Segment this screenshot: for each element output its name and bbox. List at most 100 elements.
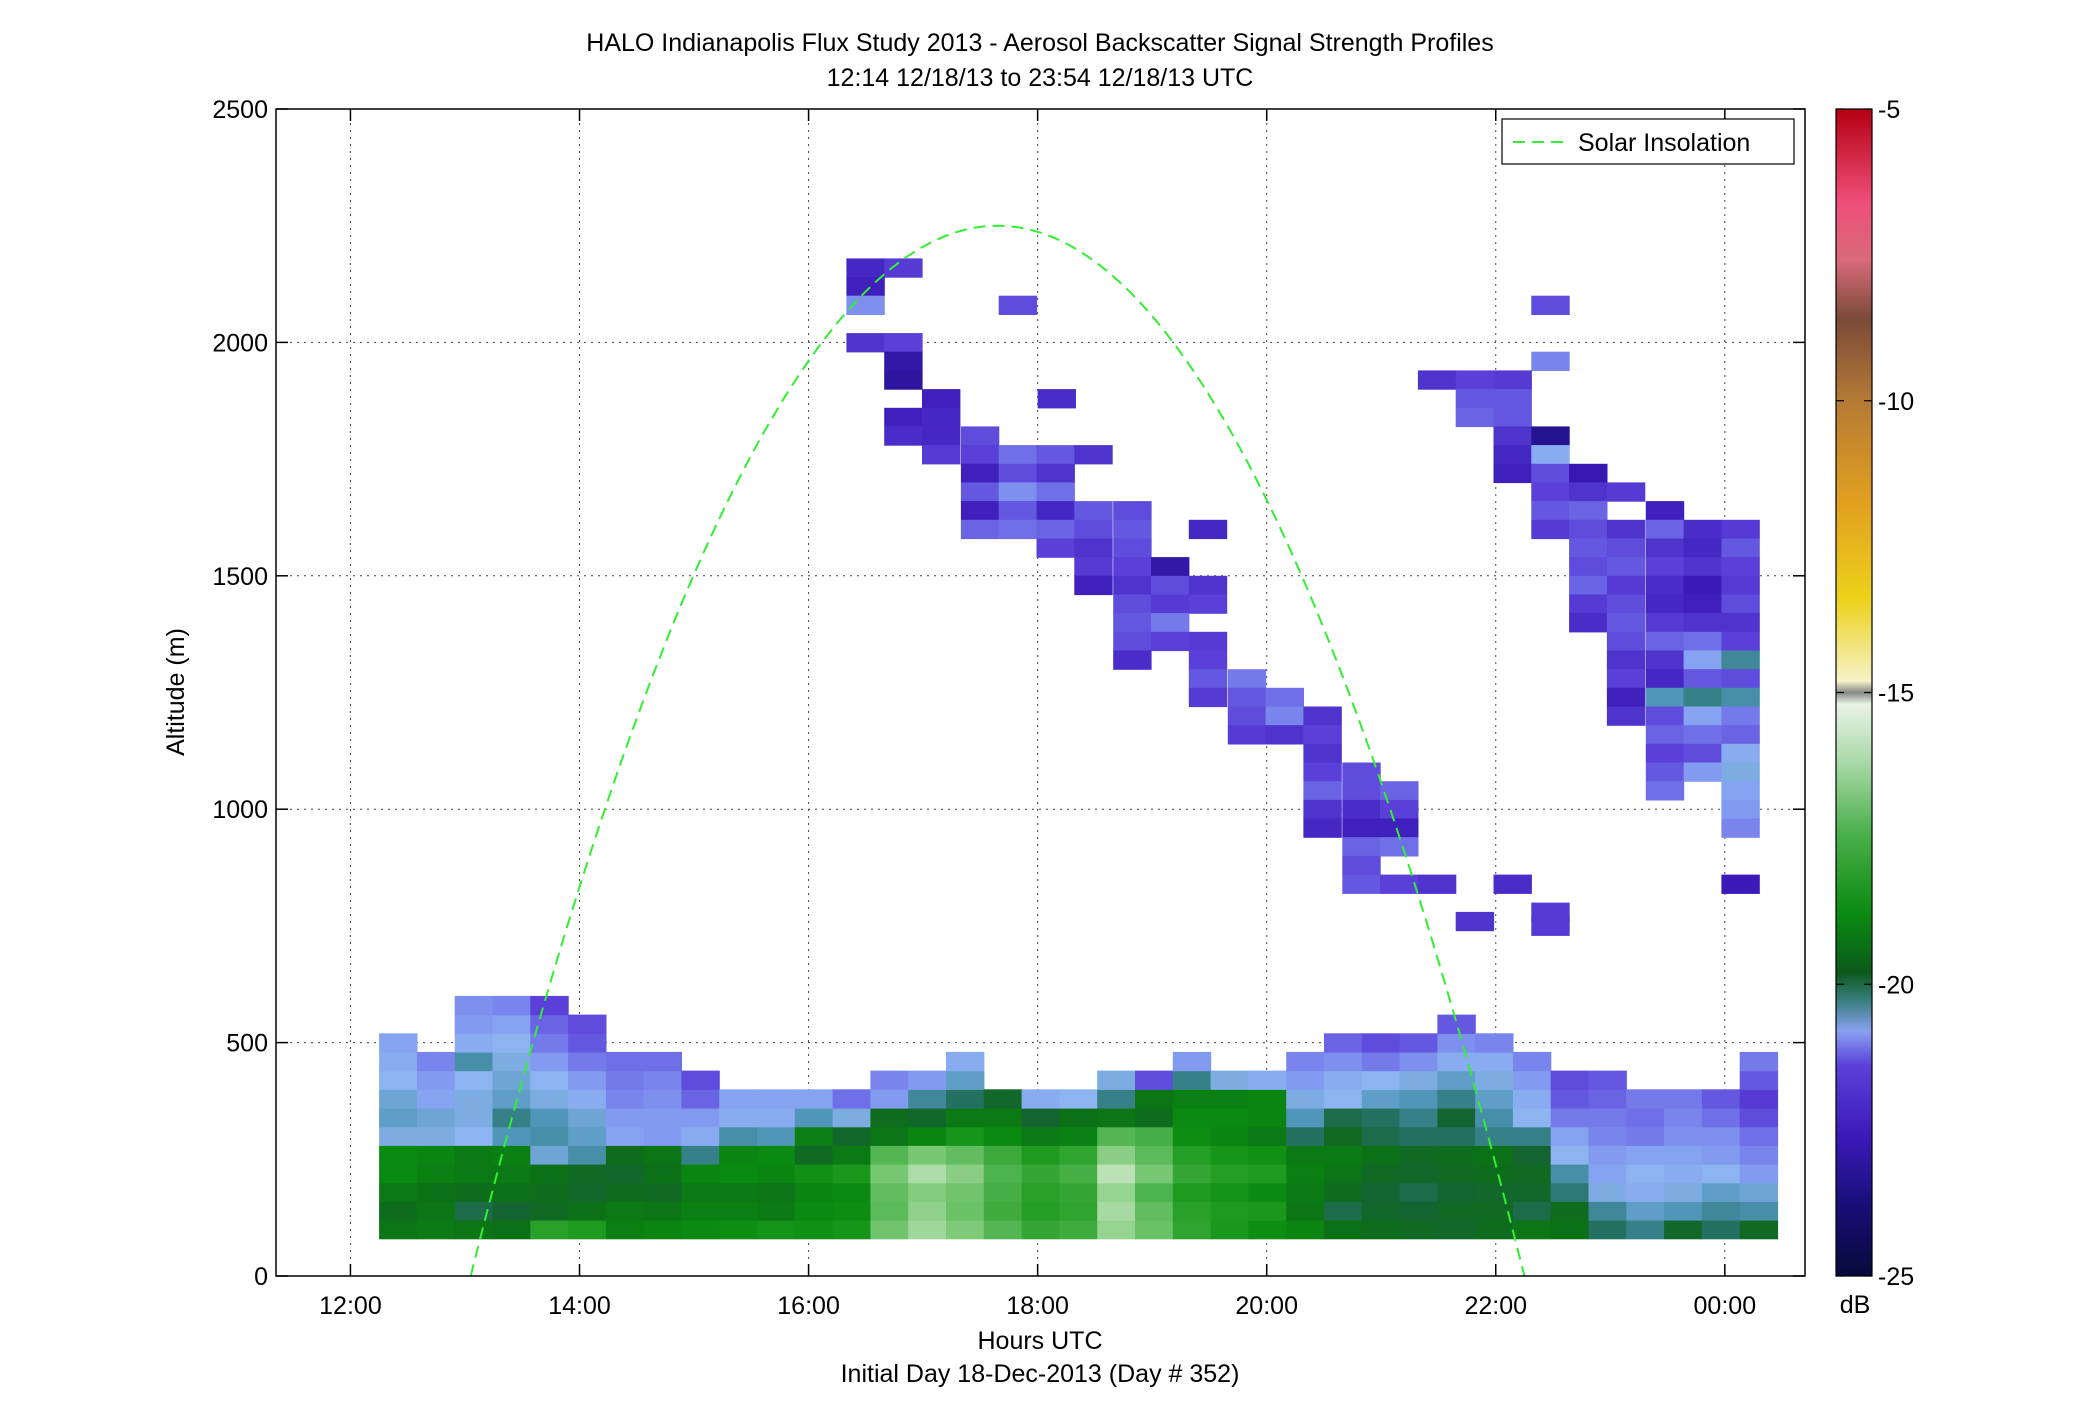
heatmap-cell [870, 1220, 909, 1240]
heatmap-cell [1265, 706, 1304, 726]
heatmap-cell [1097, 1070, 1136, 1090]
heatmap-cell [1701, 1182, 1741, 1202]
heatmap-cell [1531, 463, 1570, 484]
heatmap-cell [1437, 1164, 1476, 1184]
heatmap-cell [530, 1051, 569, 1072]
heatmap-cell [1265, 725, 1304, 745]
heatmap-cell [1059, 1182, 1098, 1202]
heatmap-cell [1113, 650, 1152, 670]
heatmap-cell [983, 1108, 1023, 1128]
heatmap-cell [794, 1164, 834, 1184]
heatmap-cell [643, 1126, 682, 1146]
heatmap-cell [1303, 799, 1342, 820]
heatmap-cell [1721, 743, 1760, 764]
heatmap-cell [1569, 519, 1608, 540]
heatmap-cell [454, 1089, 494, 1109]
heatmap-cell [1550, 1220, 1590, 1240]
heatmap-cell [1588, 1145, 1627, 1165]
chart-subtitle: 12:14 12/18/13 to 23:54 12/18/13 UTC [827, 64, 1254, 92]
heatmap-cell [1512, 1145, 1552, 1165]
heatmap-cell [1172, 1220, 1212, 1240]
heatmap-cell [794, 1126, 834, 1146]
heatmap-cell [1645, 781, 1685, 801]
heatmap-cell [1475, 1182, 1514, 1202]
heatmap-cell [1739, 1145, 1779, 1165]
heatmap-cell [1361, 1108, 1401, 1128]
heatmap-cell [1324, 1126, 1363, 1146]
heatmap-cell [1645, 762, 1685, 782]
heatmap-cell [1399, 1108, 1438, 1128]
heatmap-cell [605, 1070, 645, 1090]
heatmap-cell [1512, 1201, 1552, 1221]
heatmap-cell [1342, 762, 1381, 782]
heatmap-cell [1303, 762, 1342, 782]
heatmap-cell [605, 1145, 645, 1165]
heatmap-cell [492, 1182, 531, 1202]
heatmap-cell [1739, 1089, 1779, 1109]
heatmap-cell [1303, 706, 1342, 726]
heatmap-cell [1626, 1182, 1665, 1202]
heatmap-cell [1227, 725, 1267, 745]
heatmap-cell [1739, 1108, 1779, 1128]
legend-entry-solar-insolation: Solar Insolation [1578, 129, 1750, 157]
legend-box [1501, 118, 1795, 165]
heatmap-cell [1683, 706, 1722, 726]
colorbar-tick-label-1: -10 [1878, 388, 1914, 416]
heatmap-cell [681, 1126, 720, 1146]
heatmap-cell [1188, 687, 1228, 708]
heatmap-cell [870, 1089, 909, 1109]
heatmap-cell [530, 1220, 569, 1240]
heatmap-cell [568, 1033, 607, 1053]
heatmap-cell [1399, 1089, 1438, 1109]
heatmap-cell [884, 426, 923, 446]
heatmap-cell [416, 1201, 456, 1221]
heatmap-cell [1721, 687, 1760, 708]
heatmap-cell [846, 333, 885, 353]
heatmap-cell [1512, 1220, 1552, 1240]
heatmap-cell [1683, 687, 1722, 708]
heatmap-cell [1324, 1145, 1363, 1165]
heatmap-cell [998, 463, 1038, 484]
heatmap-cell [379, 1108, 418, 1128]
heatmap-cell [1324, 1070, 1363, 1090]
heatmap-cell [530, 1108, 569, 1128]
heatmap-cell [530, 1164, 569, 1184]
heatmap-cell [568, 1182, 607, 1202]
heatmap-cell [1036, 538, 1075, 558]
heatmap-cell [960, 519, 1000, 540]
heatmap-cell [870, 1182, 909, 1202]
heatmap-cell [530, 1126, 569, 1146]
heatmap-cell [1437, 1033, 1476, 1053]
heatmap-cell [983, 1182, 1023, 1202]
heatmap-cell [1645, 557, 1685, 577]
heatmap-cell [1417, 874, 1457, 894]
heatmap-cell [946, 1220, 985, 1240]
heatmap-cell [1021, 1145, 1060, 1165]
heatmap-cell [1324, 1089, 1363, 1109]
heatmap-cell [1493, 407, 1532, 428]
y-tick-label-4: 2000 [212, 329, 268, 357]
heatmap-cell [946, 1070, 985, 1090]
heatmap-cells [379, 258, 1779, 1240]
heatmap-cell [1739, 1126, 1779, 1146]
heatmap-cell [1399, 1126, 1438, 1146]
heatmap-cell [454, 1220, 494, 1240]
heatmap-cell [1569, 463, 1608, 484]
colorbar-unit: dB [1840, 1291, 1871, 1319]
heatmap-cell [1475, 1220, 1514, 1240]
heatmap-cell [1172, 1164, 1212, 1184]
heatmap-cell [454, 1164, 494, 1184]
heatmap-cell [832, 1182, 871, 1202]
heatmap-cell [1588, 1070, 1627, 1090]
heatmap-cell [1059, 1201, 1098, 1221]
heatmap-cell [1683, 650, 1722, 670]
heatmap-cell [1512, 1126, 1552, 1146]
heatmap-cell [1399, 1201, 1438, 1221]
heatmap-cell [946, 1051, 985, 1072]
heatmap-cell [1455, 911, 1495, 932]
heatmap-cell [1437, 1070, 1476, 1090]
heatmap-cell [1721, 762, 1760, 782]
heatmap-cell [605, 1089, 645, 1109]
heatmap-cell [1248, 1070, 1287, 1090]
